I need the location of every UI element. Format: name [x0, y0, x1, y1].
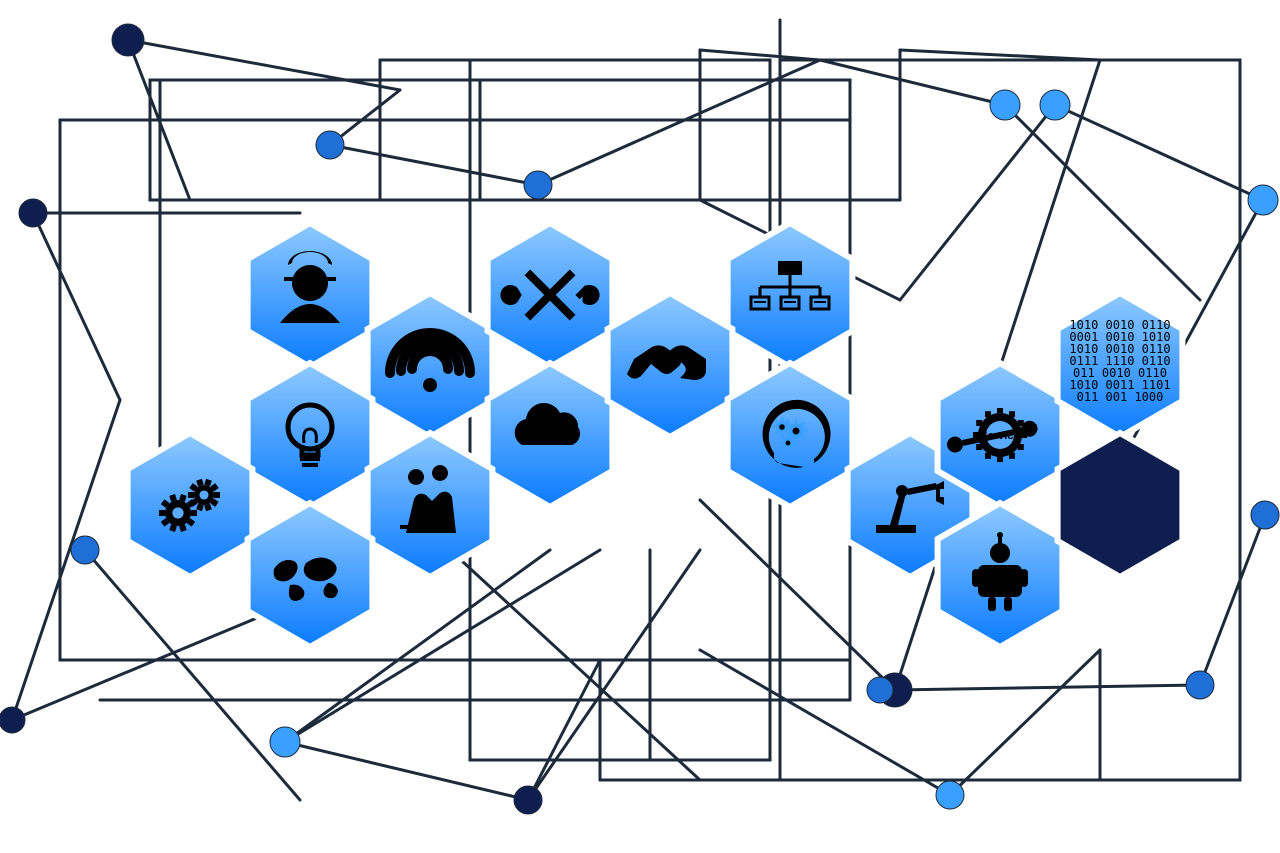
network-dot — [1186, 671, 1214, 699]
hex-worldmap — [248, 503, 373, 647]
network-dot — [270, 727, 300, 757]
network-edge — [330, 145, 538, 185]
network-dot — [524, 171, 552, 199]
network-edge — [528, 660, 600, 800]
hex-team — [368, 433, 493, 577]
frame-rect — [150, 80, 850, 200]
network-edge — [950, 650, 1100, 795]
network-edge — [528, 550, 700, 800]
network-dot — [514, 786, 542, 814]
hex-darkhex — [1058, 433, 1183, 577]
network-edge — [700, 650, 950, 795]
network-edge — [895, 685, 1200, 690]
hex-orgchart — [728, 223, 853, 367]
bulb-hex — [248, 363, 373, 507]
hex-gears — [128, 433, 253, 577]
binary-icon: 1010 0010 01100001 0010 10101010 0010 01… — [1069, 318, 1170, 404]
network-dot — [1251, 501, 1279, 529]
darkhex-hex — [1058, 433, 1183, 577]
network-edge — [33, 213, 120, 400]
hex-cloud — [488, 363, 613, 507]
network-edge — [12, 400, 120, 720]
network-dot — [1040, 90, 1070, 120]
network-dot — [936, 781, 964, 809]
network-dot — [867, 677, 893, 703]
hex-tools — [488, 223, 613, 367]
network-edge — [450, 550, 700, 780]
hex-worker — [248, 223, 373, 367]
network-dot — [112, 24, 144, 56]
hex-headgears — [728, 363, 853, 507]
network-dot — [316, 131, 344, 159]
network-dot — [19, 199, 47, 227]
network-edge — [1200, 515, 1265, 685]
network-dot — [990, 90, 1020, 120]
network-edge — [1005, 105, 1200, 300]
hex-bulb — [248, 363, 373, 507]
hex-cluster: Service 1010 0010 01100001 0010 10101010 … — [128, 223, 1183, 647]
network-dot — [71, 536, 99, 564]
network-dot — [1248, 185, 1278, 215]
binary-line: 011 001 1000 — [1077, 390, 1164, 404]
network-edge — [128, 40, 400, 90]
network-diagram: Service 1010 0010 01100001 0010 10101010 … — [0, 0, 1280, 853]
service-label: Service — [980, 430, 1019, 442]
network-dot — [0, 707, 25, 733]
hex-binary: 1010 0010 01100001 0010 10101010 0010 01… — [1058, 293, 1183, 437]
hex-handshake — [608, 293, 733, 437]
network-edge — [285, 742, 528, 800]
network-edge — [820, 60, 1005, 105]
hex-wifi — [368, 293, 493, 437]
